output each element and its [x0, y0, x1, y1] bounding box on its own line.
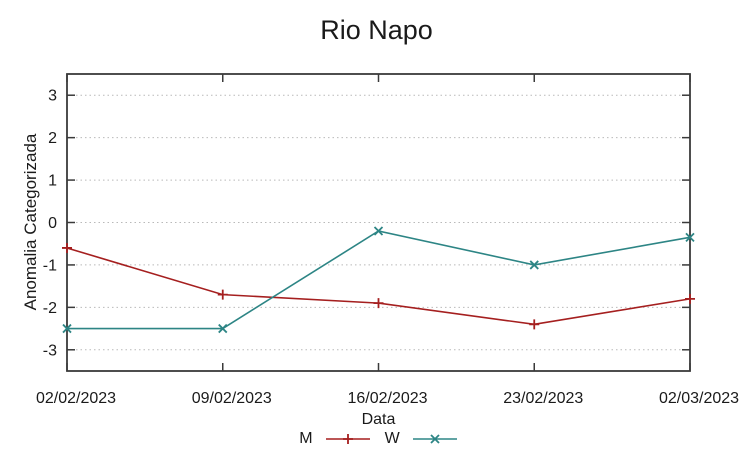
x-marker	[373, 226, 384, 236]
y-tick-label: 0	[48, 215, 57, 232]
x-tick-group: 16/02/2023	[347, 74, 428, 407]
y-tick-label: -2	[43, 300, 57, 317]
y-gridline-group: -1	[43, 257, 690, 274]
series-line	[66, 247, 691, 326]
plus-marker	[217, 289, 228, 300]
plot-border	[66, 73, 691, 372]
plus-marker	[373, 298, 384, 309]
legend-label: W	[384, 430, 400, 447]
legend-entry-M: M	[299, 430, 370, 448]
y-gridline-group: 3	[48, 88, 690, 105]
y-gridline-group: 2	[48, 130, 690, 147]
legend-entry-W: W	[385, 430, 458, 448]
legend-sample-line	[325, 434, 370, 444]
legend-sample-line	[412, 434, 457, 444]
chart-title: Rio Napo	[320, 15, 433, 45]
plus-marker	[62, 242, 72, 253]
y-tick-label: 3	[48, 88, 57, 105]
x-marker	[685, 232, 695, 242]
y-gridline-group: -3	[43, 342, 690, 359]
series-W	[62, 226, 695, 334]
x-tick-group: 09/02/2023	[192, 74, 272, 407]
x-tick-label: 23/02/2023	[503, 390, 583, 407]
x-marker	[430, 434, 440, 444]
y-tick-label: 1	[48, 173, 57, 190]
plus-marker	[342, 434, 353, 444]
x-marker	[62, 323, 72, 334]
legend-label: M	[299, 430, 313, 447]
y-tick-label: -3	[43, 342, 57, 359]
y-tick-label: 2	[48, 130, 57, 147]
y-gridline-group: 0	[48, 215, 690, 232]
x-axis-label: Data	[361, 411, 396, 428]
x-tick-group: 23/02/2023	[503, 74, 583, 407]
x-tick-label: 02/02/2023	[36, 390, 116, 407]
plus-marker	[685, 293, 695, 304]
x-tick-label: 16/02/2023	[347, 390, 427, 407]
x-tick-label: 09/02/2023	[192, 390, 272, 407]
x-marker	[218, 323, 228, 334]
series-M	[62, 242, 695, 330]
x-marker	[529, 260, 539, 270]
y-tick-label: -1	[43, 257, 57, 274]
x-tick-label: 02/03/2023	[659, 390, 739, 407]
plus-marker	[529, 319, 540, 330]
y-gridline-group: 1	[48, 173, 690, 190]
